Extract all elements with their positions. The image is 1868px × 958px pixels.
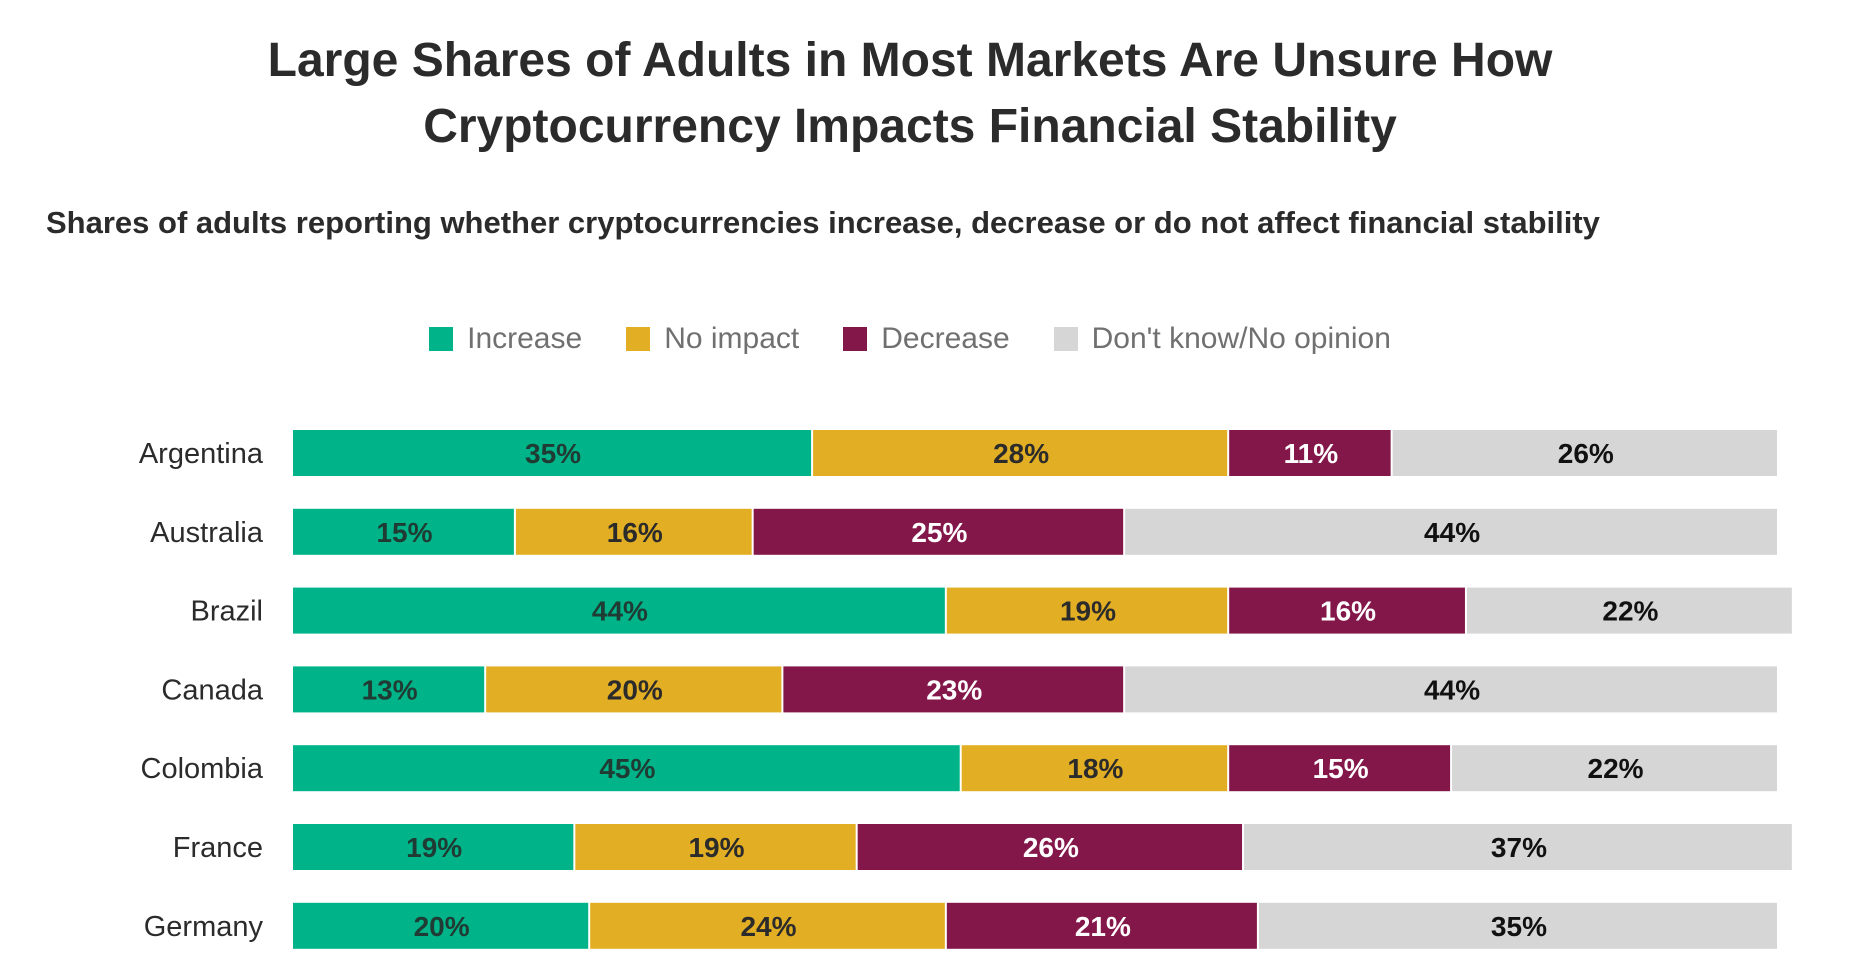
- data-label-argentina-decrease: 11%: [1284, 438, 1339, 469]
- bar-france-don-t-know-no-opinion: [1244, 824, 1792, 870]
- bar-argentina-don-t-know-no-opinion: [1392, 430, 1777, 476]
- chart-legend: Increase No impact Decrease Don't know/N…: [0, 322, 1820, 356]
- bar-france-no-impact: [575, 824, 856, 870]
- data-label-germany-decrease: 21%: [1075, 911, 1131, 942]
- bar-australia-decrease: [753, 508, 1124, 555]
- data-label-argentina-don-t-know-no-opinion: 26%: [1558, 438, 1614, 469]
- bar-brazil-don-t-know-no-opinion: [1466, 587, 1792, 634]
- bar-france-increase: [293, 824, 574, 870]
- bar-brazil-decrease: [1229, 587, 1465, 634]
- legend-item-decrease: Decrease: [843, 322, 1010, 356]
- data-label-colombia-no-impact: 18%: [1067, 753, 1123, 784]
- bar-colombia-decrease: [1229, 745, 1451, 792]
- category-label-germany: Germany: [144, 911, 264, 943]
- bar-germany-increase: [293, 902, 589, 949]
- bar-colombia-no-impact: [961, 745, 1228, 792]
- chart-title: Large Shares of Adults in Most Markets A…: [0, 28, 1820, 160]
- bar-france-decrease: [857, 824, 1243, 870]
- data-label-germany-increase: 20%: [414, 911, 470, 942]
- category-label-argentina: Argentina: [139, 438, 264, 470]
- bar-germany-decrease: [946, 902, 1257, 949]
- data-label-brazil-don-t-know-no-opinion: 22%: [1602, 596, 1658, 627]
- data-label-canada-no-impact: 20%: [607, 674, 663, 705]
- chart-title-line-2: Cryptocurrency Impacts Financial Stabili…: [423, 100, 1397, 153]
- data-label-brazil-decrease: 16%: [1320, 596, 1376, 627]
- bar-canada-decrease: [783, 666, 1124, 713]
- legend-item-increase: Increase: [429, 322, 582, 356]
- data-label-brazil-no-impact: 19%: [1060, 596, 1116, 627]
- data-label-argentina-no-impact: 28%: [993, 438, 1049, 469]
- data-label-australia-decrease: 25%: [911, 517, 967, 548]
- legend-swatch-increase: [429, 327, 454, 351]
- bar-colombia-increase: [293, 745, 960, 792]
- bar-canada-no-impact: [486, 666, 782, 713]
- data-label-colombia-increase: 45%: [599, 753, 655, 784]
- category-label-france: France: [173, 832, 263, 864]
- data-label-argentina-increase: 35%: [525, 438, 581, 469]
- bar-germany-don-t-know-no-opinion: [1258, 902, 1777, 949]
- legend-swatch-decrease: [843, 327, 868, 351]
- bar-brazil-increase: [293, 587, 945, 634]
- data-label-france-no-impact: 19%: [688, 832, 744, 863]
- data-label-canada-increase: 13%: [362, 674, 418, 705]
- bar-brazil-no-impact: [946, 587, 1228, 634]
- data-label-germany-no-impact: 24%: [740, 911, 796, 942]
- data-label-canada-decrease: 23%: [926, 674, 982, 705]
- legend-item-no-impact: No impact: [626, 322, 799, 356]
- category-label-brazil: Brazil: [190, 596, 263, 628]
- bar-germany-no-impact: [590, 902, 945, 949]
- data-label-france-decrease: 26%: [1023, 832, 1079, 863]
- data-label-canada-don-t-know-no-opinion: 44%: [1424, 674, 1480, 705]
- legend-label-no-impact: No impact: [664, 322, 800, 355]
- data-label-australia-increase: 15%: [376, 517, 432, 548]
- data-label-brazil-increase: 44%: [592, 596, 648, 627]
- legend-label-decrease: Decrease: [881, 322, 1010, 355]
- data-label-france-increase: 19%: [406, 832, 462, 863]
- data-label-france-don-t-know-no-opinion: 37%: [1491, 832, 1547, 863]
- bar-argentina-increase: [293, 430, 812, 476]
- bar-australia-increase: [293, 508, 514, 555]
- bar-australia-don-t-know-no-opinion: [1125, 508, 1777, 555]
- category-label-australia: Australia: [150, 517, 264, 549]
- bar-canada-increase: [293, 666, 485, 713]
- chart-title-line-1: Large Shares of Adults in Most Markets A…: [267, 34, 1553, 87]
- legend-label-increase: Increase: [467, 322, 583, 355]
- data-label-colombia-don-t-know-no-opinion: 22%: [1588, 753, 1644, 784]
- data-label-colombia-decrease: 15%: [1313, 753, 1369, 784]
- bar-argentina-decrease: [1229, 430, 1391, 476]
- bar-canada-don-t-know-no-opinion: [1125, 666, 1777, 713]
- category-label-canada: Canada: [161, 674, 263, 706]
- bar-colombia-don-t-know-no-opinion: [1452, 745, 1777, 792]
- chart-subtitle: Shares of adults reporting whether crypt…: [46, 205, 1600, 240]
- bar-australia-no-impact: [515, 508, 752, 555]
- category-label-colombia: Colombia: [141, 753, 264, 785]
- legend-swatch-dont-know: [1053, 327, 1078, 351]
- data-label-germany-don-t-know-no-opinion: 35%: [1491, 911, 1547, 942]
- legend-label-dont-know: Don't know/No opinion: [1091, 322, 1391, 355]
- legend-swatch-no-impact: [626, 327, 651, 351]
- bar-argentina-no-impact: [813, 430, 1228, 476]
- data-label-australia-don-t-know-no-opinion: 44%: [1424, 517, 1480, 548]
- legend-item-dont-know: Don't know/No opinion: [1053, 322, 1391, 356]
- data-label-australia-no-impact: 16%: [607, 517, 663, 548]
